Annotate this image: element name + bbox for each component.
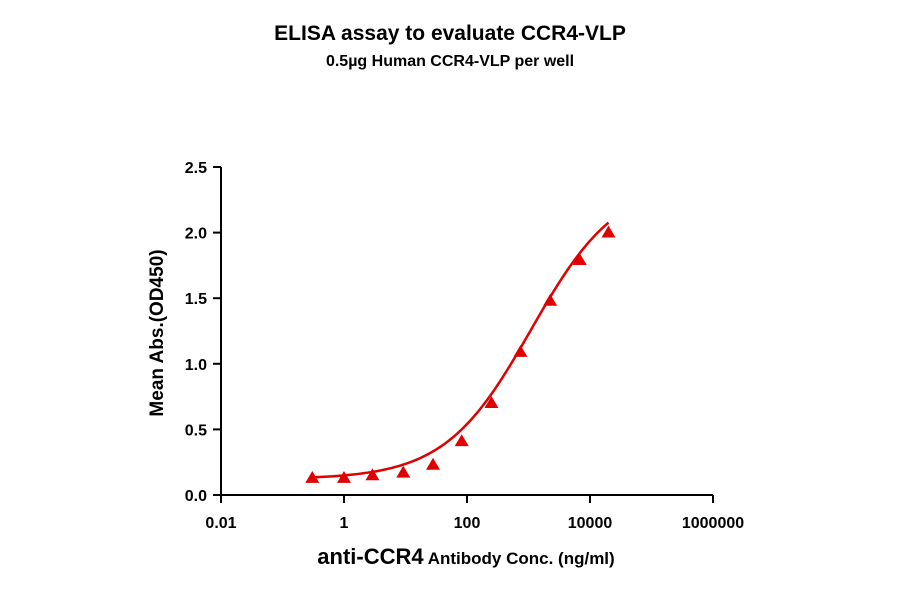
fit-curve (312, 221, 610, 479)
data-point-triangle (601, 225, 616, 238)
data-point-triangle (543, 293, 558, 306)
y-tick-label: 2.0 (185, 226, 207, 243)
x-tick-label: 1 (340, 515, 349, 532)
y-axis-ticks: 0.0 0.5 1.0 1.5 2.0 2.5 (185, 160, 221, 505)
y-tick-label: 1.0 (185, 357, 207, 374)
data-point-triangle (572, 253, 587, 266)
y-tick-label: 2.5 (185, 160, 207, 177)
chart-title: ELISA assay to evaluate CCR4-VLP (274, 22, 626, 45)
chart-subtitle: 0.5µg Human CCR4-VLP per well (325, 53, 575, 70)
y-tick-label: 0.5 (185, 422, 207, 439)
data-point-triangle (484, 396, 499, 409)
data-points (305, 225, 616, 483)
x-axis-label-rest: Antibody Conc. (ng/ml) (424, 549, 615, 568)
data-point-triangle (365, 468, 380, 481)
y-tick-label: 0.0 (185, 488, 207, 505)
data-point-triangle (426, 457, 441, 470)
x-axis-label-main: anti-CCR4 (317, 544, 424, 569)
x-tick-label: 0.01 (205, 515, 236, 532)
data-point-triangle (305, 470, 320, 483)
y-tick-label: 1.5 (185, 291, 207, 308)
x-tick-label: 100 (454, 515, 481, 532)
x-tick-label: 10000 (568, 515, 613, 532)
x-tick-label: 1000000 (682, 515, 744, 532)
x-axis-ticks: 0.01 1 100 10000 1000000 (205, 495, 744, 532)
data-point-triangle (454, 434, 469, 447)
data-point-triangle (513, 344, 528, 357)
data-point-triangle (396, 465, 411, 478)
y-axis-label: Mean Abs.(OD450) (147, 249, 168, 416)
data-point-triangle (337, 470, 351, 483)
x-axis-label: anti-CCR4 Antibody Conc. (ng/ml) (317, 544, 614, 569)
